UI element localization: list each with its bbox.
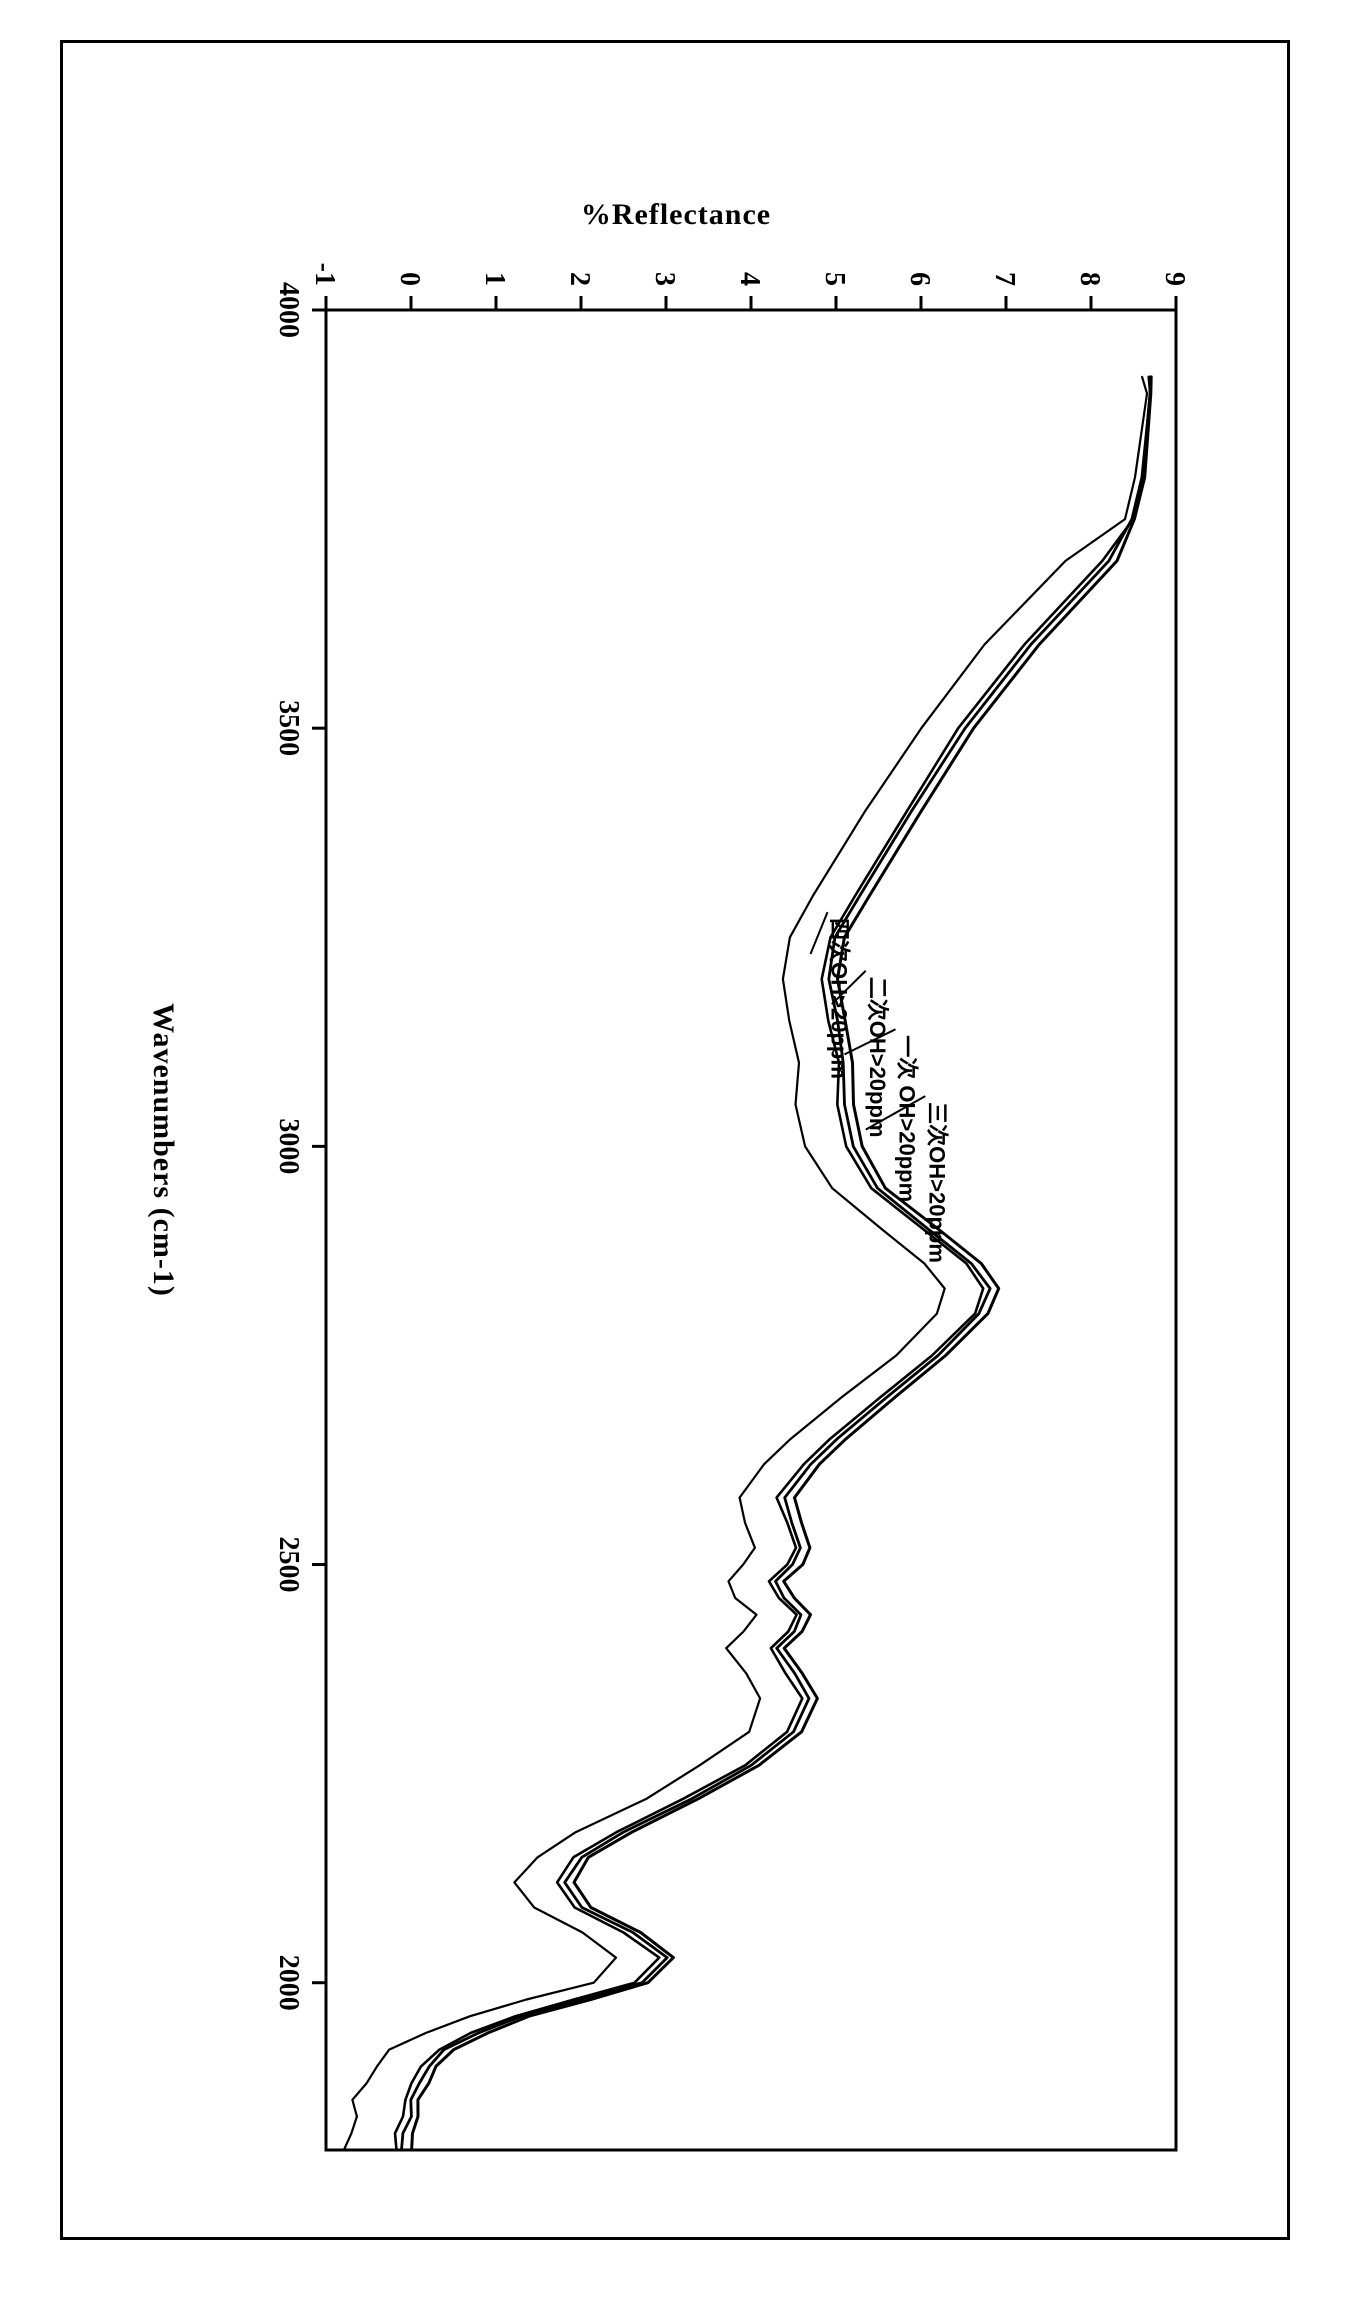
y-tick-label: 9 bbox=[1159, 272, 1190, 286]
y-tick-label: 0 bbox=[394, 272, 425, 286]
y-tick-label: -1 bbox=[309, 263, 340, 286]
series-group bbox=[344, 377, 1151, 2150]
spectrum-chart: -1 0 1 2 3 4 5 6 7 8 9 4000 3500 3000 2500 2000 三次OH>20… bbox=[236, 220, 1196, 2170]
series-1 bbox=[402, 377, 1151, 2150]
y-tick-label: 1 bbox=[479, 272, 510, 286]
x-tick-label: 3000 bbox=[273, 1118, 304, 1174]
y-tick-label: 4 bbox=[734, 272, 765, 286]
label-leader bbox=[811, 912, 828, 954]
series-label: 一次 OH>20ppm bbox=[895, 1035, 920, 1202]
series-labels-group: 三次OH>20ppm一次 OH>20ppm二次OH>20ppm 四次OH>20pp… bbox=[811, 912, 950, 1263]
x-tick-label: 4000 bbox=[273, 282, 304, 338]
series-label: 四次OH>20ppm bbox=[827, 918, 852, 1079]
y-tick-label: 6 bbox=[904, 272, 935, 286]
x-tick-label: 2500 bbox=[273, 1537, 304, 1593]
y-tick-label: 5 bbox=[819, 272, 850, 286]
y-tick-label: 8 bbox=[1074, 272, 1105, 286]
series-label: 二次OH>20ppm bbox=[865, 977, 890, 1138]
series-3 bbox=[412, 377, 1152, 2150]
y-tick-label: 2 bbox=[564, 272, 595, 286]
x-axis-label: Wavenumbers (cm-1) bbox=[146, 1003, 180, 1297]
y-tick-label: 7 bbox=[989, 272, 1020, 286]
y-tick-label: 3 bbox=[649, 272, 680, 286]
series-label: 三次OH>20ppm bbox=[924, 1102, 949, 1263]
plot-frame bbox=[326, 310, 1176, 2150]
chart-container: %Reflectance Wavenumbers (cm-1) -1012345… bbox=[126, 100, 1226, 2200]
series-2 bbox=[395, 377, 1150, 2150]
axes: -1 0 1 2 3 4 5 6 7 8 9 4000 3500 3000 2500 2000 bbox=[273, 263, 1190, 2150]
x-tick-label: 2000 bbox=[273, 1955, 304, 2011]
page: %Reflectance Wavenumbers (cm-1) -1012345… bbox=[0, 0, 1352, 2300]
x-tick-label: 3500 bbox=[273, 700, 304, 756]
